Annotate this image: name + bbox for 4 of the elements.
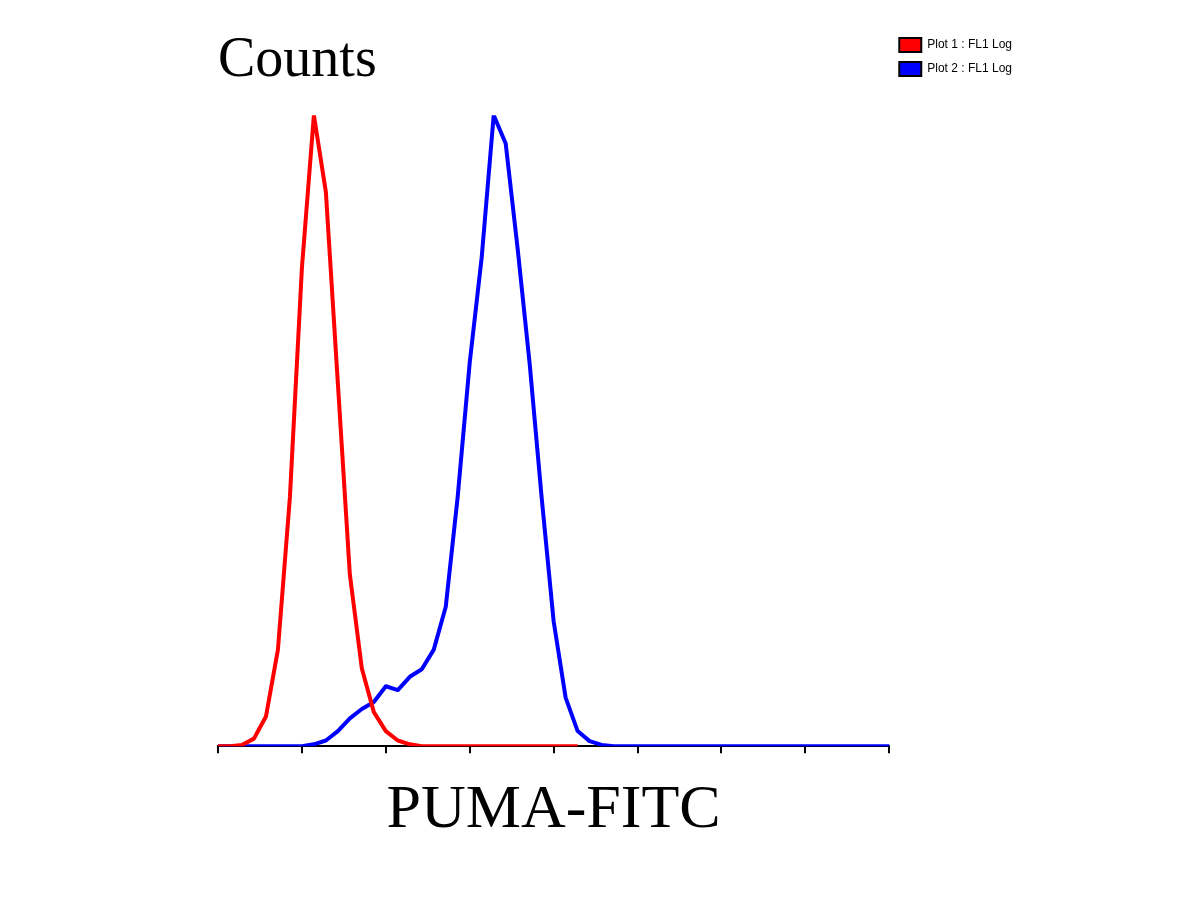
chart-title: Counts	[218, 26, 377, 89]
x-axis-title: PUMA-FITC	[386, 772, 721, 841]
legend-label: Plot 2 : FL1 Log	[927, 61, 1013, 76]
legend-label: Plot 1 : FL1 Log	[927, 37, 1013, 52]
